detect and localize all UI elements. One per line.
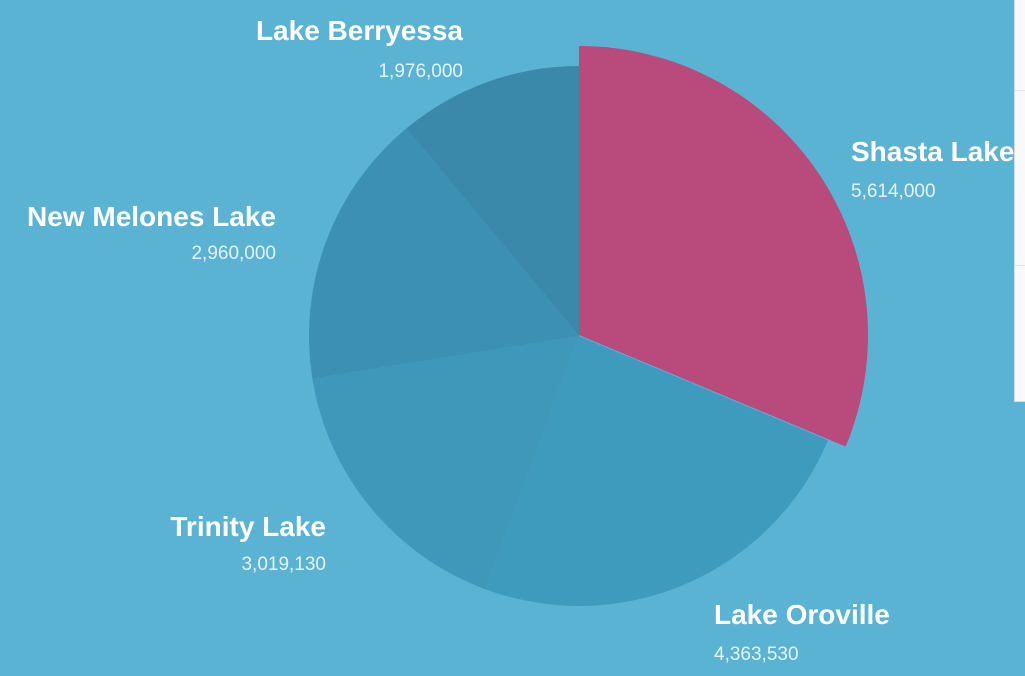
value-lake-oroville: 4,363,530 bbox=[714, 644, 799, 665]
label-lake-oroville: Lake Oroville bbox=[714, 599, 890, 630]
value-new-melones-lake: 2,960,000 bbox=[191, 243, 276, 264]
slice-shasta-lake[interactable] bbox=[579, 45, 869, 447]
value-shasta-lake: 5,614,000 bbox=[851, 181, 936, 202]
slice-lake-berryessa[interactable] bbox=[406, 66, 579, 336]
panel-divider bbox=[1015, 265, 1025, 266]
label-lake-berryessa: Lake Berryessa bbox=[256, 15, 463, 46]
value-lake-berryessa: 1,976,000 bbox=[378, 61, 463, 82]
panel-divider bbox=[1015, 90, 1025, 91]
slice-new-melones-lake[interactable] bbox=[309, 128, 579, 379]
label-new-melones-lake: New Melones Lake bbox=[27, 201, 276, 232]
pie-slices bbox=[309, 45, 869, 606]
value-trinity-lake: 3,019,130 bbox=[241, 554, 326, 575]
slice-lake-oroville[interactable] bbox=[485, 336, 829, 606]
label-trinity-lake: Trinity Lake bbox=[170, 511, 326, 542]
label-shasta-lake: Shasta Lake bbox=[851, 136, 1014, 167]
slice-trinity-lake[interactable] bbox=[312, 336, 579, 590]
pie-labels: Shasta Lake 5,614,000 Lake Oroville 4,36… bbox=[27, 15, 1014, 665]
side-panel-edge bbox=[1014, 0, 1025, 402]
